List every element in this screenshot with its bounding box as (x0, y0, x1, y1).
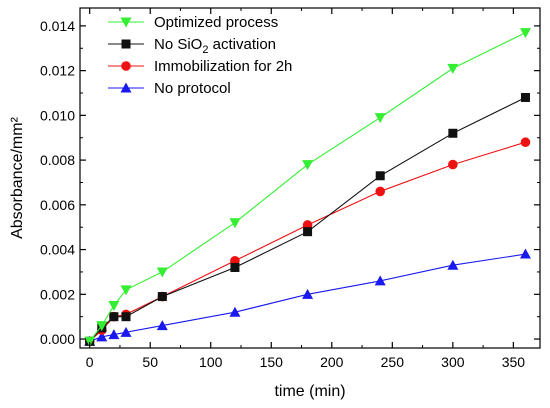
legend-label: Optimized process (154, 14, 278, 31)
series-line (89, 253, 526, 342)
legend-label: No SiO2 activation (154, 36, 276, 56)
data-point (448, 128, 458, 138)
data-point (375, 171, 385, 181)
legend-label-part: Immobilization for 2h (154, 58, 292, 75)
legend-item: Optimized process (108, 14, 278, 31)
y-tick-label: 0.008 (40, 152, 75, 168)
data-point (374, 275, 386, 286)
x-tick-label: 350 (502, 354, 526, 370)
x-tick-label: 300 (441, 354, 465, 370)
data-point (229, 306, 241, 317)
data-point (121, 312, 131, 322)
x-tick-label: 50 (142, 354, 158, 370)
data-point (303, 227, 313, 237)
series (84, 28, 531, 347)
data-point (447, 63, 459, 74)
data-point (519, 28, 531, 39)
legend-item: No protocol (108, 80, 231, 97)
legend-marker (121, 39, 131, 49)
data-point (374, 113, 386, 124)
plot-border (79, 7, 541, 349)
x-tick-label: 200 (320, 354, 344, 370)
y-tick-label: 0.010 (40, 107, 75, 123)
x-tick-label: 100 (199, 354, 223, 370)
x-tick-label: 150 (260, 354, 284, 370)
data-point (96, 321, 108, 332)
x-axis-label: time (min) (274, 383, 345, 400)
x-tick-label: 250 (381, 354, 405, 370)
data-point (156, 267, 168, 278)
data-point (120, 285, 132, 296)
data-point (520, 137, 531, 148)
data-point (157, 292, 167, 302)
y-tick-label: 0.012 (40, 63, 75, 79)
legend-marker (121, 61, 131, 71)
data-point (302, 160, 314, 171)
y-tick-label: 0.014 (40, 18, 75, 34)
legend-label: No protocol (154, 80, 231, 97)
y-tick-label: 0.000 (40, 331, 75, 347)
data-point (84, 336, 96, 347)
y-axis-label: Absorbance/mm² (9, 116, 26, 238)
data-point (109, 312, 119, 322)
series-line (89, 141, 526, 342)
legend-label-part: 2 (202, 44, 208, 56)
y-tick-label: 0.002 (40, 286, 75, 302)
data-point (229, 218, 241, 229)
ticks-layer: 0 50 100 150 200 250 300 350 0.000 0.002 0.004 0.00… (40, 8, 540, 370)
data-point (447, 259, 459, 270)
legend-label-part: activation (208, 36, 276, 53)
legend-label-part: No protocol (154, 80, 231, 97)
legend-item: No SiO2 activation (108, 36, 276, 56)
data-point (520, 92, 530, 102)
data-point (96, 331, 108, 342)
legend-label-part: Optimized process (154, 14, 278, 31)
x-tick-label: 0 (86, 354, 94, 370)
data-point (156, 320, 168, 331)
legend-label: Immobilization for 2h (154, 58, 292, 75)
legend-label-part: No SiO (154, 36, 202, 53)
data-point (302, 288, 314, 299)
legend: Optimized process No SiO2 activation Immob… (108, 14, 292, 97)
series (84, 248, 531, 346)
legend-marker (120, 82, 132, 93)
series-line (89, 32, 526, 342)
y-tick-label: 0.004 (40, 242, 75, 258)
series (85, 92, 530, 346)
y-tick-label: 0.006 (40, 197, 75, 213)
data-point (108, 329, 120, 340)
data-point (448, 159, 458, 170)
data-point (375, 186, 386, 197)
series-layer (84, 28, 531, 347)
legend-item: Immobilization for 2h (108, 58, 292, 75)
data-point (120, 326, 132, 337)
data-point (230, 262, 240, 272)
plot-frame (79, 7, 541, 349)
legend-marker (120, 17, 132, 28)
data-point (519, 248, 531, 259)
data-point (108, 301, 120, 311)
series-line (89, 97, 526, 342)
